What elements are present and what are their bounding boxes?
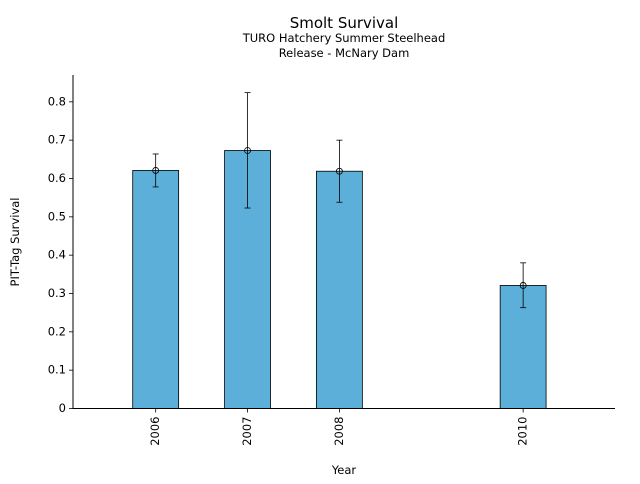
- y-tick-label-0.4: 0.4: [48, 248, 66, 262]
- y-tick-label-0.6: 0.6: [48, 171, 66, 185]
- point-marker-2008: [336, 167, 343, 175]
- x-tick-label-2006: 2006: [148, 417, 162, 446]
- x-tick-label-2007: 2007: [240, 417, 254, 446]
- point-marker-2010: [519, 282, 527, 289]
- y-tick-label-0.2: 0.2: [48, 324, 66, 338]
- x-tick-label-2008: 2008: [332, 417, 346, 446]
- y-tick-label-0.3: 0.3: [48, 286, 66, 300]
- chart-subtitle-line-1: TURO Hatchery Summer Steelhead: [242, 31, 446, 45]
- chart-title: Smolt Survival: [290, 14, 399, 32]
- y-ticks: 0 0.1 0.2 0.3 0.4 0.5 0.6 0.7 0.8: [48, 94, 73, 415]
- chart-subtitle-line-2: Release - McNary Dam: [279, 46, 410, 60]
- point-marker-2006: [152, 167, 160, 174]
- y-axis-label: PIT-Tag Survival: [8, 198, 22, 287]
- y-tick-label-0: 0: [59, 401, 66, 415]
- point-marker-2007: [244, 147, 251, 154]
- y-tick-label-0.5: 0.5: [48, 209, 66, 223]
- y-tick-label-0.8: 0.8: [48, 94, 66, 108]
- x-ticks: 2006 2007 2008 2010: [148, 408, 530, 446]
- y-tick-label-0.1: 0.1: [48, 363, 66, 377]
- error-bars-layer: [152, 92, 527, 309]
- bar-2008: [316, 170, 363, 409]
- bar-2006: [132, 170, 180, 409]
- y-tick-label-0.7: 0.7: [48, 133, 66, 147]
- x-axis-label: Year: [331, 463, 357, 477]
- x-tick-label-2010: 2010: [516, 417, 530, 446]
